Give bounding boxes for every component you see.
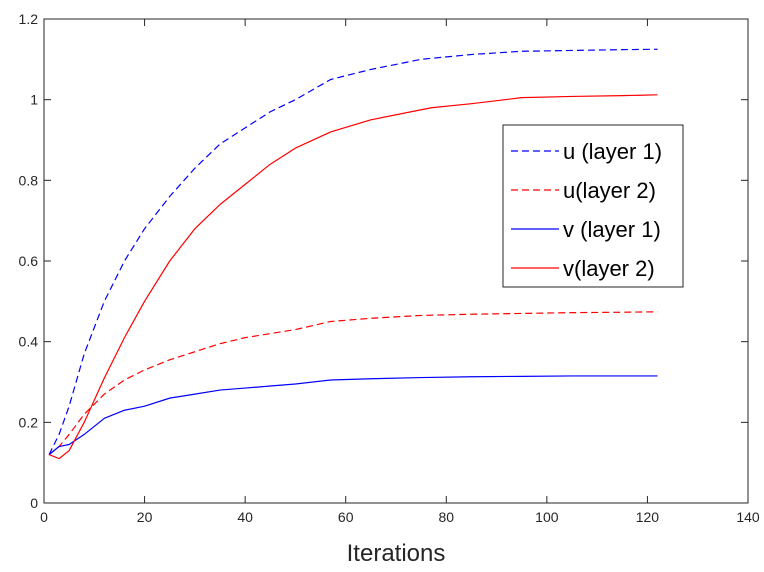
x-tick-label: 120: [636, 509, 660, 525]
y-tick-label: 0.4: [19, 334, 39, 350]
y-tick-label: 0.6: [19, 253, 39, 269]
series-line-3: [48, 375, 658, 456]
series-line-1: [48, 48, 658, 455]
series-layer: [48, 48, 658, 460]
x-tick-label: 140: [736, 509, 760, 525]
legend-label-1: u (layer 1): [563, 139, 662, 164]
y-tick-label: 0.2: [19, 414, 39, 430]
x-axis-title: Iterations: [347, 540, 446, 567]
legend: u (layer 1) u(layer 2) v (layer 1) v(layer …: [502, 124, 684, 288]
x-tick-label: 40: [237, 509, 253, 525]
x-tick-label: 80: [438, 509, 454, 525]
x-tick-label: 60: [338, 509, 354, 525]
y-tick-label: 1: [30, 92, 38, 108]
x-tick-label: 100: [535, 509, 559, 525]
x-tick-label: 20: [137, 509, 153, 525]
legend-label-4: v(layer 2): [563, 256, 655, 281]
y-tick-label: 0.8: [19, 172, 39, 188]
y-tick-label: 1.2: [19, 11, 39, 27]
y-tick-label: 0: [30, 495, 38, 511]
legend-box: [502, 124, 684, 288]
ticks: 0 20 40 60 80 100 120 140 0 0.2 0.4 0.6 0.8 1 1.2: [19, 11, 760, 525]
x-tick-label: 0: [40, 509, 48, 525]
legend-label-3: v (layer 1): [563, 217, 661, 242]
series-line-4: [48, 94, 658, 460]
series-line-2: [48, 311, 658, 456]
legend-label-2: u(layer 2): [563, 178, 656, 203]
